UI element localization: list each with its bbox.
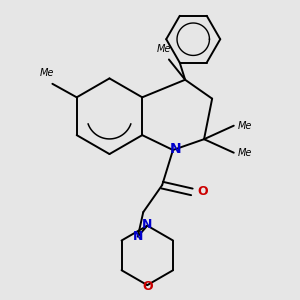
Text: N: N xyxy=(170,142,182,156)
Text: O: O xyxy=(142,280,153,293)
Text: N: N xyxy=(142,218,152,231)
Text: Me: Me xyxy=(156,44,171,54)
Text: Me: Me xyxy=(238,148,252,158)
Text: N: N xyxy=(133,230,143,243)
Text: Me: Me xyxy=(238,121,252,131)
Text: O: O xyxy=(197,185,208,198)
Text: Me: Me xyxy=(40,68,54,78)
